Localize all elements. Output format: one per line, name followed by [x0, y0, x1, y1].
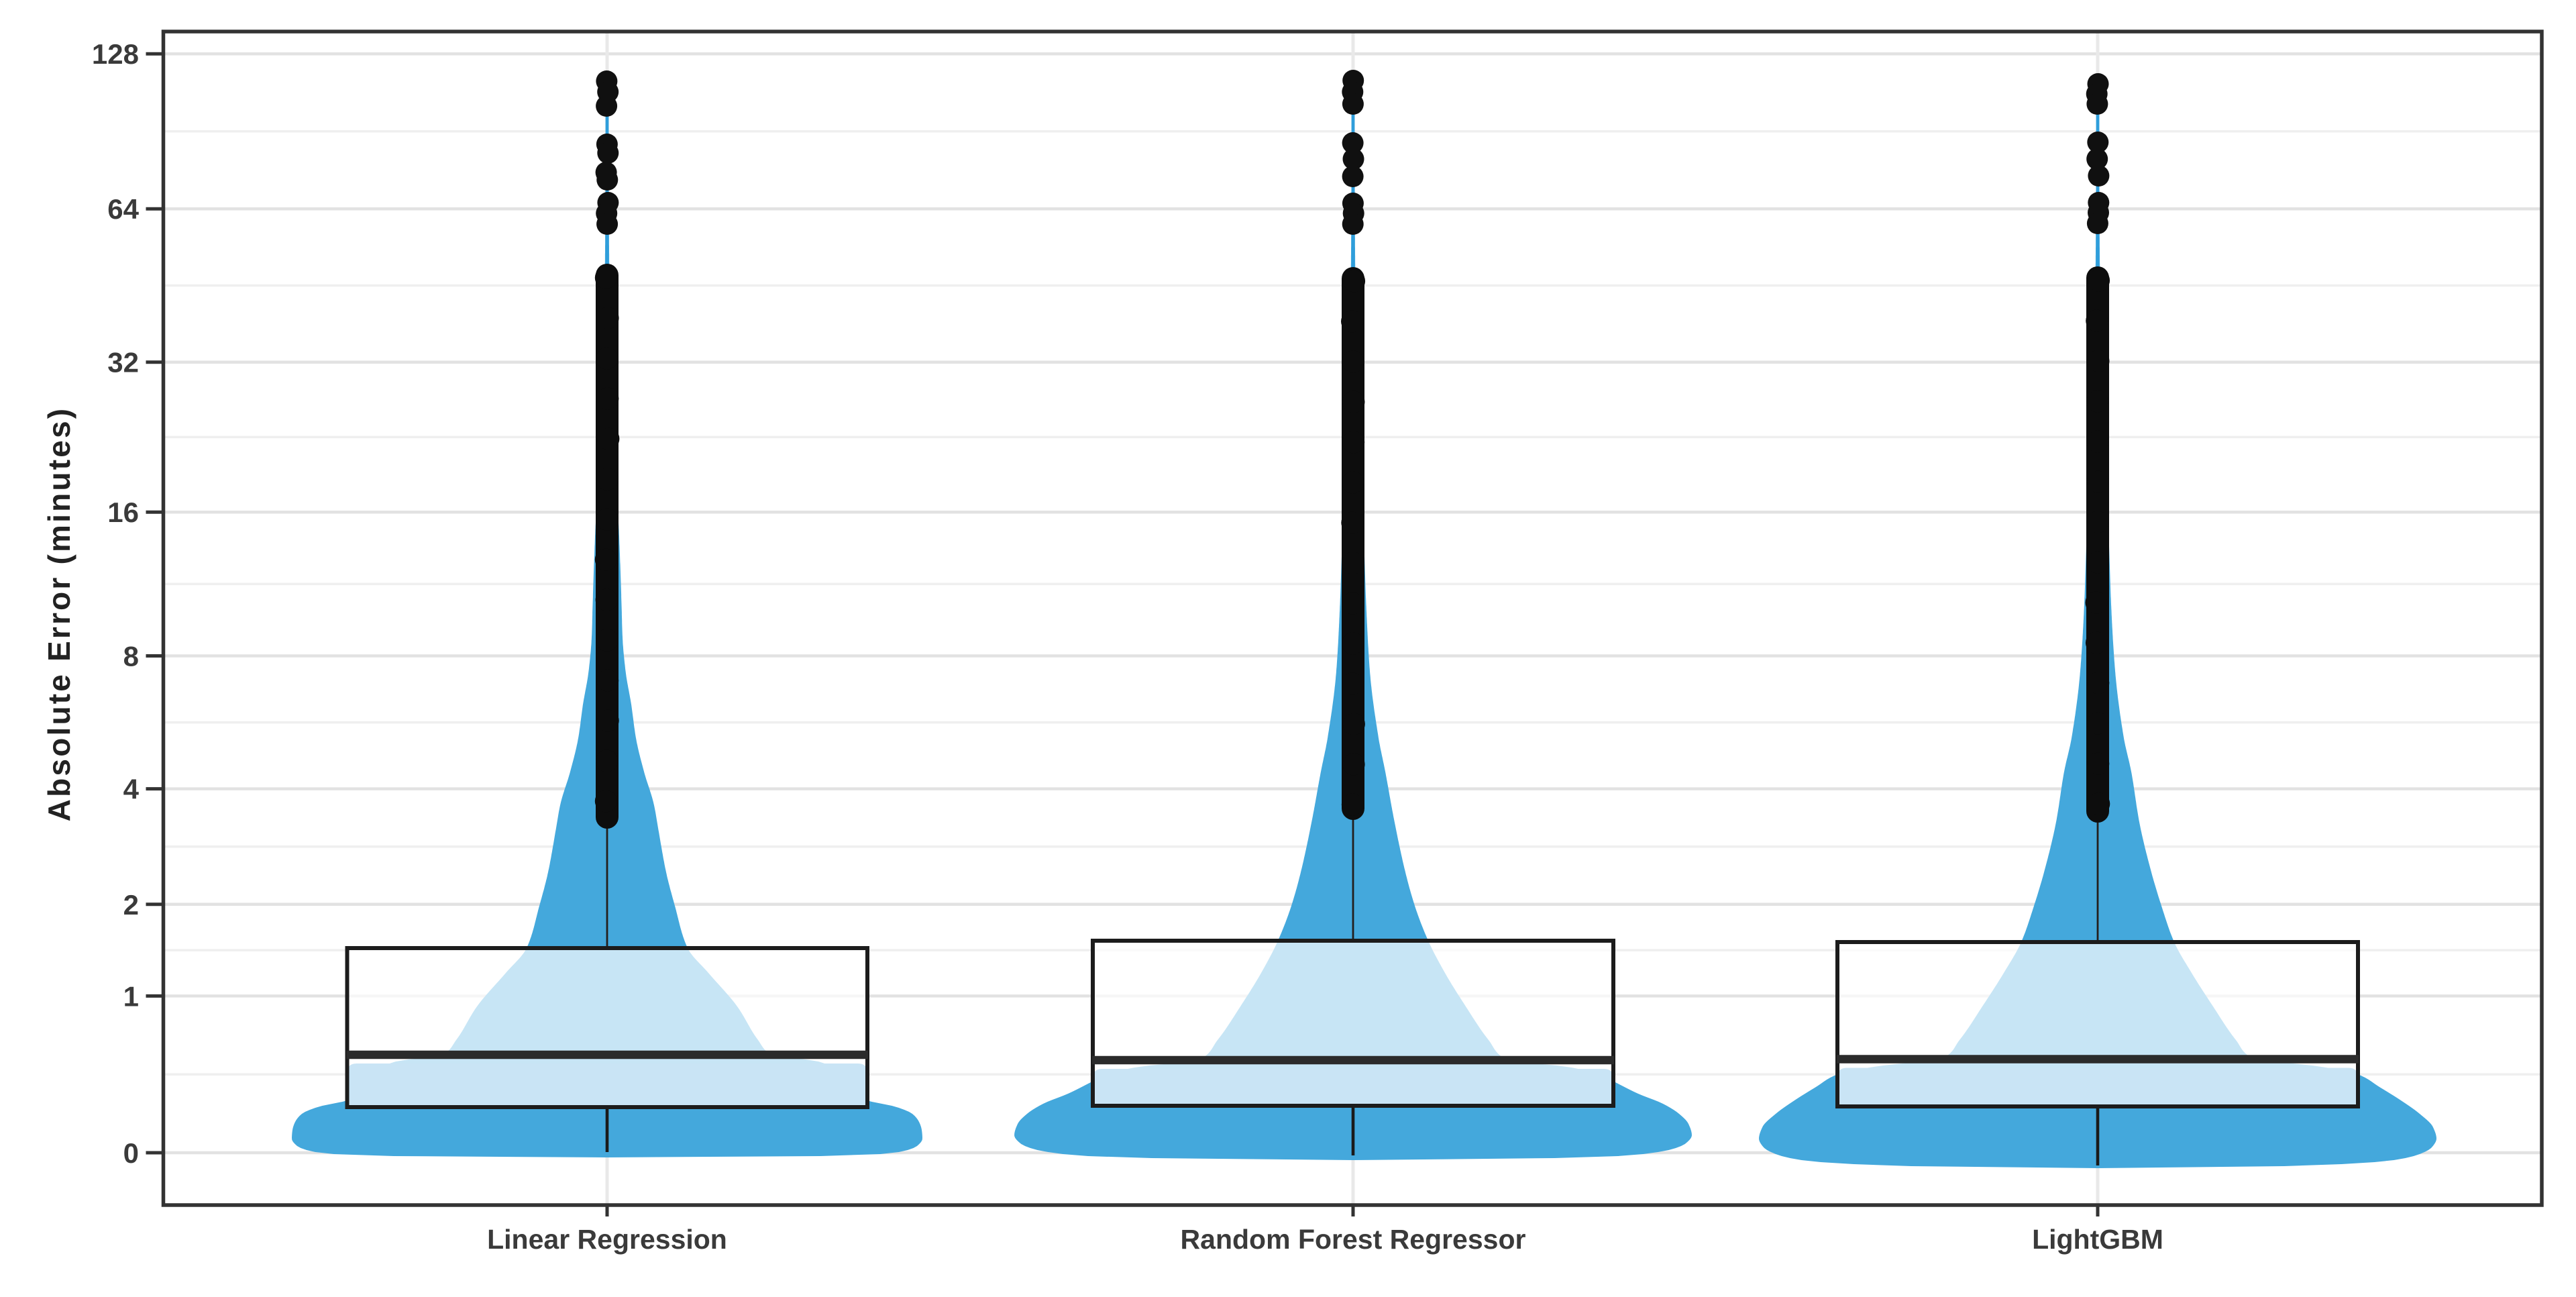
svg-text:Linear Regression: Linear Regression — [487, 1224, 727, 1255]
svg-text:Random Forest Regressor: Random Forest Regressor — [1181, 1224, 1526, 1255]
svg-text:0: 0 — [123, 1137, 139, 1169]
svg-text:16: 16 — [107, 497, 139, 528]
svg-text:128: 128 — [92, 38, 139, 70]
svg-text:64: 64 — [107, 193, 139, 225]
svg-text:2: 2 — [123, 889, 139, 921]
svg-text:LightGBM: LightGBM — [2032, 1224, 2163, 1255]
svg-text:8: 8 — [123, 641, 139, 672]
svg-text:4: 4 — [123, 774, 140, 805]
svg-text:1: 1 — [123, 980, 139, 1012]
svg-text:32: 32 — [107, 347, 139, 378]
svg-text:Absolute Error (minutes): Absolute Error (minutes) — [42, 407, 76, 822]
